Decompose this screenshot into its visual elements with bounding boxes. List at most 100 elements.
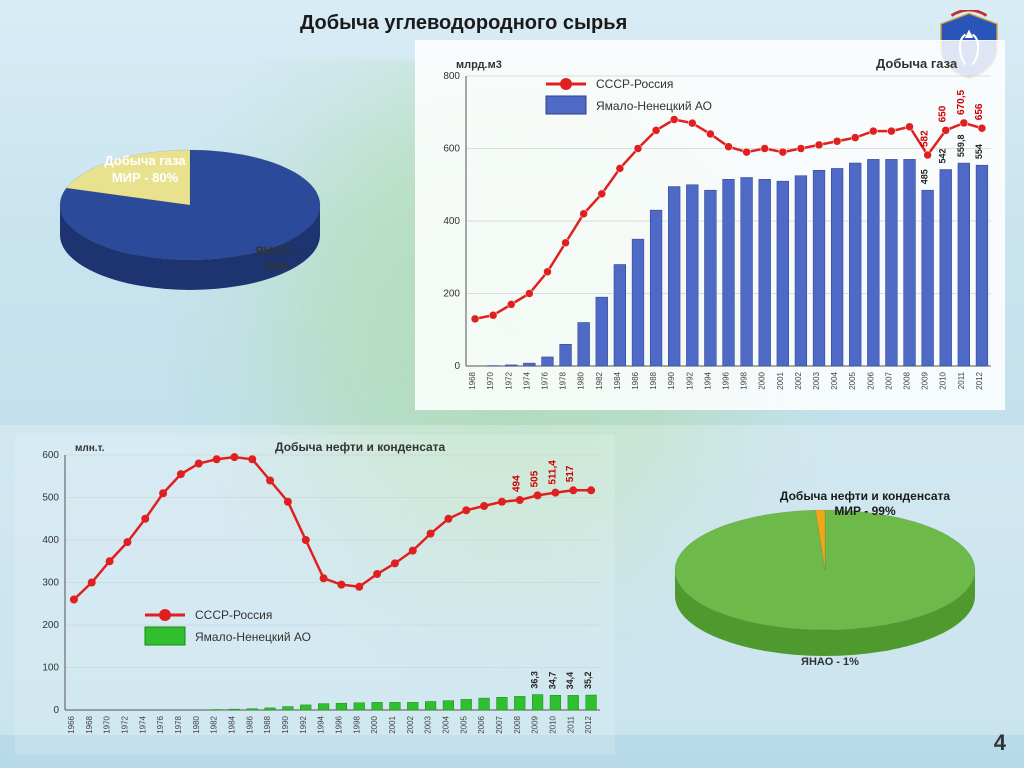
svg-text:1978: 1978	[174, 715, 183, 733]
svg-text:2001: 2001	[776, 371, 785, 389]
svg-text:494: 494	[512, 475, 523, 492]
svg-text:2005: 2005	[848, 371, 857, 389]
svg-text:2000: 2000	[370, 715, 379, 733]
pie-gas: Добыча газаМИР - 80%ЯНАО -20%	[30, 110, 360, 320]
svg-text:2009: 2009	[531, 715, 540, 733]
svg-text:1968: 1968	[468, 371, 477, 389]
svg-text:2004: 2004	[830, 371, 839, 389]
svg-text:1986: 1986	[631, 371, 640, 389]
svg-text:Добыча газа: Добыча газа	[104, 153, 186, 168]
gas-chart: 0 200 400 600 800 1968 1970 1972 1974 1976 1978 198…	[415, 40, 1005, 410]
svg-text:2004: 2004	[441, 715, 450, 733]
svg-text:1970: 1970	[486, 371, 495, 389]
svg-text:СССР-Россия: СССР-Россия	[596, 77, 673, 91]
svg-text:600: 600	[443, 144, 460, 155]
svg-text:1994: 1994	[703, 371, 712, 389]
svg-text:млрд.м3: млрд.м3	[456, 59, 502, 71]
svg-text:400: 400	[42, 535, 59, 546]
svg-text:1982: 1982	[210, 715, 219, 733]
svg-text:1972: 1972	[504, 371, 513, 389]
svg-text:34,4: 34,4	[565, 672, 575, 690]
svg-text:582: 582	[920, 130, 931, 147]
svg-text:млн.т.: млн.т.	[75, 443, 105, 454]
svg-text:1976: 1976	[540, 371, 549, 389]
svg-text:2008: 2008	[903, 371, 912, 389]
svg-text:1996: 1996	[722, 371, 731, 389]
svg-text:1988: 1988	[263, 715, 272, 733]
svg-text:2012: 2012	[975, 371, 984, 389]
svg-text:2006: 2006	[477, 715, 486, 733]
svg-text:ЯНАО -: ЯНАО -	[255, 244, 297, 258]
slide: Добыча углеводородного сырья Добыча газа…	[0, 0, 1024, 768]
svg-text:2010: 2010	[939, 371, 948, 389]
svg-text:35,2: 35,2	[583, 672, 593, 690]
svg-text:400: 400	[443, 216, 460, 227]
svg-text:1982: 1982	[595, 371, 604, 389]
svg-text:1976: 1976	[156, 715, 165, 733]
svg-text:1990: 1990	[667, 371, 676, 389]
svg-text:2011: 2011	[957, 371, 966, 389]
svg-text:511,4: 511,4	[547, 460, 558, 485]
svg-text:1986: 1986	[245, 715, 254, 733]
svg-text:36,3: 36,3	[530, 671, 540, 689]
svg-text:485: 485	[920, 169, 930, 184]
svg-text:2009: 2009	[921, 371, 930, 389]
svg-text:0: 0	[454, 361, 460, 372]
svg-text:1988: 1988	[649, 371, 658, 389]
svg-text:1974: 1974	[138, 715, 147, 733]
svg-text:505: 505	[530, 470, 541, 487]
svg-text:2005: 2005	[459, 715, 468, 733]
svg-text:2003: 2003	[812, 371, 821, 389]
svg-text:1984: 1984	[613, 371, 622, 389]
svg-text:Ямало-Ненецкий АО: Ямало-Ненецкий АО	[195, 630, 311, 644]
svg-text:2002: 2002	[794, 371, 803, 389]
svg-text:Добыча газа: Добыча газа	[876, 56, 958, 71]
svg-text:1978: 1978	[559, 371, 568, 389]
svg-text:1996: 1996	[334, 715, 343, 733]
svg-text:1984: 1984	[227, 715, 236, 733]
svg-text:100: 100	[42, 663, 59, 674]
svg-text:200: 200	[42, 620, 59, 631]
svg-text:542: 542	[938, 148, 948, 163]
svg-text:СССР-Россия: СССР-Россия	[195, 608, 272, 622]
svg-text:20%: 20%	[265, 259, 289, 273]
pie-oil: Добыча нефти и конденсатаМИР - 99% ЯНАО -…	[640, 465, 1000, 685]
svg-text:656: 656	[974, 103, 985, 120]
svg-text:2002: 2002	[406, 715, 415, 733]
svg-text:300: 300	[42, 578, 59, 589]
svg-text:800: 800	[443, 71, 460, 82]
svg-text:1966: 1966	[67, 715, 76, 733]
svg-text:2006: 2006	[866, 371, 875, 389]
svg-text:1968: 1968	[85, 715, 94, 733]
page-title: Добыча углеводородного сырья	[300, 12, 627, 35]
svg-text:Добыча нефти и конденсата: Добыча нефти и конденсата	[780, 489, 951, 503]
svg-text:2003: 2003	[424, 715, 433, 733]
svg-text:МИР - 99%: МИР - 99%	[834, 504, 896, 518]
svg-text:2001: 2001	[388, 715, 397, 733]
svg-text:2000: 2000	[758, 371, 767, 389]
svg-text:ЯНАО - 1%: ЯНАО - 1%	[801, 656, 859, 668]
svg-text:0: 0	[53, 705, 59, 716]
svg-text:200: 200	[443, 289, 460, 300]
svg-text:1972: 1972	[120, 715, 129, 733]
svg-text:559,8: 559,8	[956, 135, 966, 158]
svg-text:Ямало-Ненецкий АО: Ямало-Ненецкий АО	[596, 99, 712, 113]
svg-text:2011: 2011	[566, 715, 575, 733]
svg-text:1992: 1992	[685, 371, 694, 389]
svg-text:517: 517	[565, 465, 576, 482]
svg-text:1974: 1974	[522, 371, 531, 389]
svg-text:2010: 2010	[548, 715, 557, 733]
svg-text:Добыча нефти и конденсата: Добыча нефти и конденсата	[275, 440, 446, 454]
svg-text:1998: 1998	[352, 715, 361, 733]
svg-text:670,5: 670,5	[956, 89, 967, 114]
page-number: 4	[994, 730, 1006, 756]
svg-text:2008: 2008	[513, 715, 522, 733]
svg-text:2012: 2012	[584, 715, 593, 733]
svg-text:500: 500	[42, 493, 59, 504]
svg-text:1998: 1998	[740, 371, 749, 389]
oil-chart: 0100200300400500600196619681970197219741…	[15, 435, 615, 755]
svg-text:1980: 1980	[192, 715, 201, 733]
svg-text:34,7: 34,7	[547, 672, 557, 690]
svg-text:600: 600	[42, 450, 59, 461]
svg-text:1992: 1992	[299, 715, 308, 733]
